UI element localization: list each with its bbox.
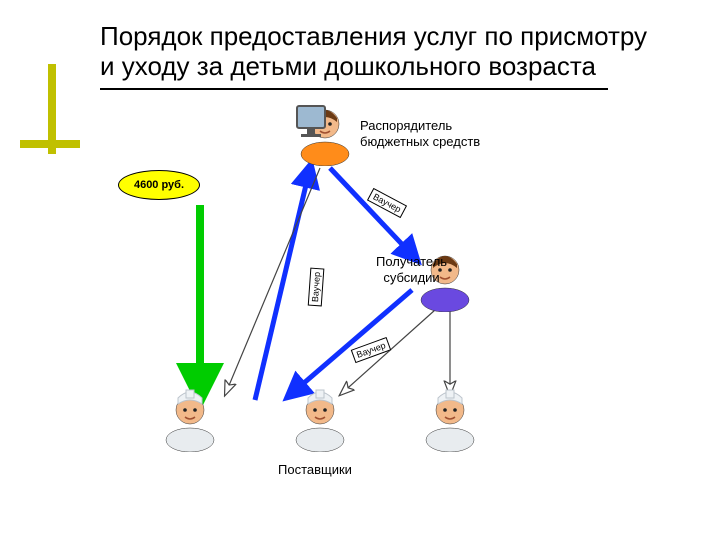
accent-horizontal [20,140,80,148]
label-subsidy-receiver: Получатель субсидии [376,254,447,287]
node-supplier-2 [290,388,350,452]
node-supplier-1 [160,388,220,452]
label-suppliers: Поставщики [278,462,352,478]
node-budget-manager [295,102,355,166]
price-callout: 4600 руб. [118,170,200,200]
price-callout-text: 4600 руб. [134,179,184,191]
title-underline [100,88,608,90]
edge-label-voucher-1: Ваучер [367,188,407,218]
slide-title: Порядок предоставления услуг по присмотр… [100,22,660,82]
edge-label-voucher-2: Ваучер [308,268,325,307]
node-supplier-3 [420,388,480,452]
label-budget-manager: Распорядитель бюджетных средств [360,118,480,151]
edge-label-voucher-3: Ваучер [351,337,392,363]
